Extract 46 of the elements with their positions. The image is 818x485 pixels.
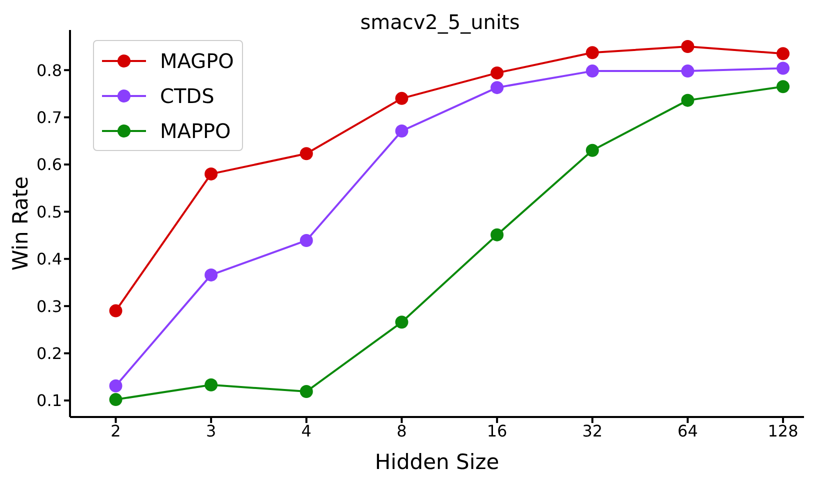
x-tick-label: 8 bbox=[396, 421, 407, 440]
point bbox=[204, 378, 218, 392]
point bbox=[586, 46, 599, 60]
point bbox=[300, 147, 313, 160]
point bbox=[300, 385, 313, 398]
legend-label: MAPPO bbox=[160, 118, 231, 142]
x-tick-label: 3 bbox=[206, 421, 216, 440]
point bbox=[109, 393, 122, 406]
x-tick-label: 16 bbox=[486, 421, 508, 440]
point bbox=[204, 268, 218, 282]
point bbox=[681, 64, 694, 78]
y-tick-label: 0.3 bbox=[36, 296, 62, 316]
point bbox=[776, 80, 790, 94]
y-tick-label: 0.2 bbox=[36, 344, 62, 363]
y-tick-label: 0.6 bbox=[36, 155, 62, 174]
y-tick-label: 0.8 bbox=[36, 60, 62, 80]
point bbox=[681, 40, 694, 54]
y-tick-label: 0.5 bbox=[36, 202, 62, 222]
point bbox=[109, 379, 122, 392]
point bbox=[586, 64, 599, 78]
point bbox=[490, 228, 504, 242]
legend-label: MAGPO bbox=[160, 48, 234, 72]
point bbox=[776, 62, 790, 75]
point bbox=[204, 167, 218, 180]
point bbox=[395, 124, 408, 138]
point bbox=[395, 92, 408, 105]
point bbox=[490, 66, 504, 80]
legend-label: CTDS bbox=[160, 84, 214, 108]
y-axis-title: Win Rate bbox=[8, 176, 32, 271]
point bbox=[586, 144, 599, 157]
point bbox=[490, 81, 504, 94]
x-tick-label: 32 bbox=[582, 421, 603, 440]
point bbox=[109, 304, 122, 318]
point bbox=[776, 47, 790, 60]
point bbox=[300, 234, 313, 247]
y-tick-label: 0.7 bbox=[36, 108, 62, 127]
x-axis-title: Hidden Size bbox=[374, 450, 500, 474]
point bbox=[395, 316, 408, 329]
y-tick-label: 0.4 bbox=[36, 250, 62, 269]
y-tick-label: 0.1 bbox=[36, 391, 62, 410]
chart-title: smacv2_5_units bbox=[359, 10, 521, 34]
point bbox=[681, 94, 694, 107]
x-tick-label: 2 bbox=[110, 421, 121, 440]
x-tick-label: 64 bbox=[678, 421, 698, 440]
x-tick-label: 128 bbox=[768, 421, 798, 440]
x-tick-label: 4 bbox=[301, 421, 312, 440]
